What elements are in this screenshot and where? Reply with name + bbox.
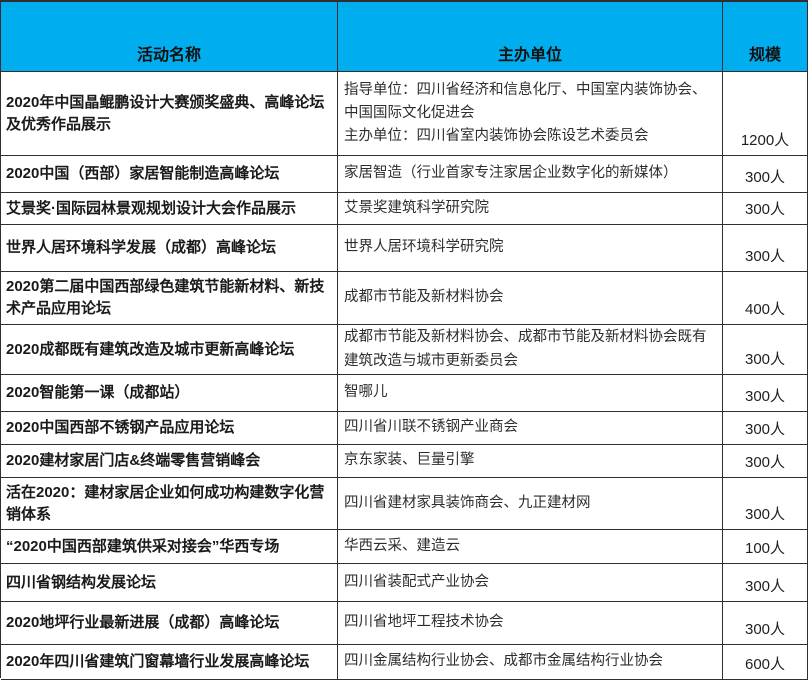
organizer-cell: 四川金属结构行业协会、成都市金属结构行业协会 [338, 645, 723, 680]
activity-name-cell: 活在2020：建材家居企业如何成功构建数字化营销体系 [1, 478, 338, 530]
activity-name-cell: 2020中国（西部）家居智能制造高峰论坛 [1, 156, 338, 193]
activity-name-cell: 2020年中国晶鲲鹏设计大赛颁奖盛典、高峰论坛及优秀作品展示 [1, 72, 338, 156]
table-header-row: 活动名称 主办单位 规模 [1, 2, 808, 72]
table-row: 四川省钢结构发展论坛 四川省装配式产业协会 300人 [1, 564, 808, 602]
column-header-activity-name: 活动名称 [1, 2, 338, 72]
scale-cell: 300人 [723, 225, 808, 272]
table-row: 2020智能第一课（成都站） 智哪儿 300人 [1, 375, 808, 412]
organizer-cell: 智哪儿 [338, 375, 723, 412]
organizer-cell: 四川省建材家具装饰商会、九正建材网 [338, 478, 723, 530]
scale-cell: 300人 [723, 412, 808, 445]
activity-name-cell: 2020中国西部不锈钢产品应用论坛 [1, 412, 338, 445]
activity-name-cell: 艾景奖·国际园林景观规划设计大会作品展示 [1, 193, 338, 225]
table-row: 2020成都既有建筑改造及城市更新高峰论坛 成都市节能及新材料协会、成都市节能及… [1, 325, 808, 375]
scale-cell: 100人 [723, 530, 808, 564]
column-header-scale: 规模 [723, 2, 808, 72]
organizer-cell: 成都市节能及新材料协会、成都市节能及新材料协会既有建筑改造与城市更新委员会 [338, 325, 723, 375]
scale-cell: 400人 [723, 272, 808, 325]
activity-name-cell: 四川省钢结构发展论坛 [1, 564, 338, 602]
organizer-cell: 四川省川联不锈钢产业商会 [338, 412, 723, 445]
activity-name-cell: 2020第二届中国西部绿色建筑节能新材料、新技术产品应用论坛 [1, 272, 338, 325]
activity-name-cell: 2020智能第一课（成都站） [1, 375, 338, 412]
table-row: 2020中国（西部）家居智能制造高峰论坛 家居智造（行业首家专注家居企业数字化的… [1, 156, 808, 193]
scale-cell: 300人 [723, 325, 808, 375]
table-row: “2020中国西部建筑供采对接会”华西专场 华西云采、建造云 100人 [1, 530, 808, 564]
scale-cell: 300人 [723, 156, 808, 193]
scale-cell: 300人 [723, 375, 808, 412]
scale-cell: 600人 [723, 645, 808, 680]
table-row: 2020建材家居门店&终端零售营销峰会 京东家装、巨量引擎 300人 [1, 445, 808, 478]
table-row: 2020年四川省建筑门窗幕墙行业发展高峰论坛 四川金属结构行业协会、成都市金属结… [1, 645, 808, 680]
table-row: 活在2020：建材家居企业如何成功构建数字化营销体系 四川省建材家具装饰商会、九… [1, 478, 808, 530]
scale-cell: 300人 [723, 602, 808, 645]
organizer-cell: 家居智造（行业首家专注家居企业数字化的新媒体） [338, 156, 723, 193]
activity-name-cell: 2020成都既有建筑改造及城市更新高峰论坛 [1, 325, 338, 375]
scale-cell: 300人 [723, 478, 808, 530]
activity-name-cell: 2020年四川省建筑门窗幕墙行业发展高峰论坛 [1, 645, 338, 680]
organizer-cell: 世界人居环境科学研究院 [338, 225, 723, 272]
column-header-organizer: 主办单位 [338, 2, 723, 72]
table-row: 2020地坪行业最新进展（成都）高峰论坛 四川省地坪工程技术协会 300人 [1, 602, 808, 645]
table-row: 艾景奖·国际园林景观规划设计大会作品展示 艾景奖建筑科学研究院 300人 [1, 193, 808, 225]
activity-name-cell: 世界人居环境科学发展（成都）高峰论坛 [1, 225, 338, 272]
organizer-cell: 指导单位：四川省经济和信息化厅、中国室内装饰协会、中国国际文化促进会 主办单位：… [338, 72, 723, 156]
activity-name-cell: 2020地坪行业最新进展（成都）高峰论坛 [1, 602, 338, 645]
scale-cell: 300人 [723, 193, 808, 225]
organizer-cell: 华西云采、建造云 [338, 530, 723, 564]
scale-cell: 1200人 [723, 72, 808, 156]
activity-name-cell: 2020建材家居门店&终端零售营销峰会 [1, 445, 338, 478]
organizer-cell: 四川省地坪工程技术协会 [338, 602, 723, 645]
table-row: 世界人居环境科学发展（成都）高峰论坛 世界人居环境科学研究院 300人 [1, 225, 808, 272]
scale-cell: 300人 [723, 564, 808, 602]
table-row: 2020第二届中国西部绿色建筑节能新材料、新技术产品应用论坛 成都市节能及新材料… [1, 272, 808, 325]
scale-cell: 300人 [723, 445, 808, 478]
table-row: 2020年中国晶鲲鹏设计大赛颁奖盛典、高峰论坛及优秀作品展示 指导单位：四川省经… [1, 72, 808, 156]
organizer-cell: 四川省装配式产业协会 [338, 564, 723, 602]
organizer-cell: 京东家装、巨量引擎 [338, 445, 723, 478]
organizer-cell: 艾景奖建筑科学研究院 [338, 193, 723, 225]
table-row: 2020中国西部不锈钢产品应用论坛 四川省川联不锈钢产业商会 300人 [1, 412, 808, 445]
organizer-cell: 成都市节能及新材料协会 [338, 272, 723, 325]
activity-name-cell: “2020中国西部建筑供采对接会”华西专场 [1, 530, 338, 564]
